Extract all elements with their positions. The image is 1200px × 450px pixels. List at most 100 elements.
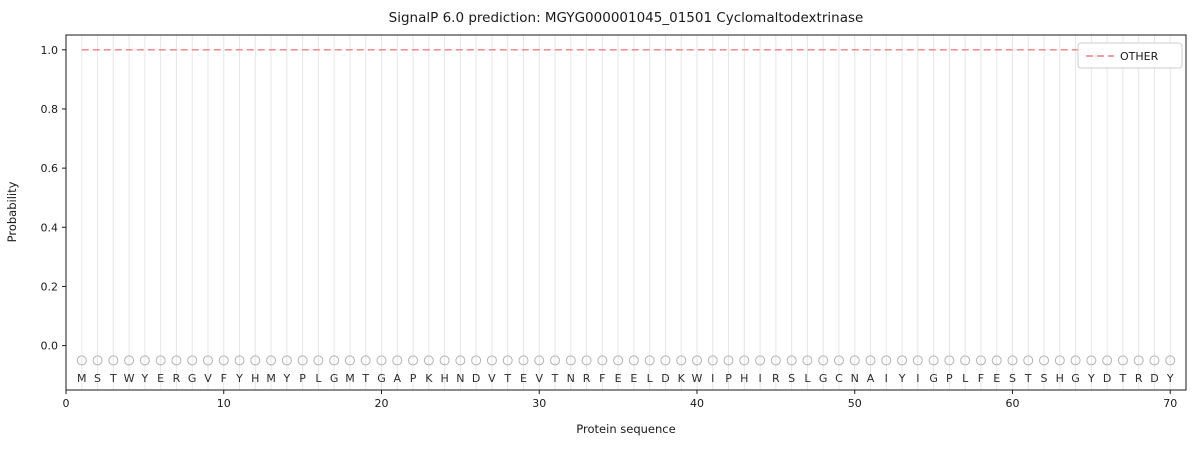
residue-marker-circle — [218, 355, 229, 366]
sequence-letter: R — [772, 372, 780, 385]
sequence-letter: T — [551, 372, 559, 385]
sequence-letter: G — [188, 372, 197, 385]
sequence-letter: H — [440, 372, 448, 385]
sequence-letter: S — [1009, 372, 1016, 385]
sequence-letter: G — [330, 372, 339, 385]
sequence-letter: S — [788, 372, 795, 385]
residue-marker-circle — [818, 355, 829, 366]
residue-marker-circle — [676, 355, 687, 366]
sequence-letter: E — [993, 372, 1000, 385]
residue-marker-circle — [897, 355, 908, 366]
x-tick-label: 20 — [374, 397, 388, 410]
residue-marker-circle — [975, 355, 986, 366]
residue-marker-circle — [770, 355, 781, 366]
residue-marker-circle — [1070, 355, 1081, 366]
gridlines-layer — [81, 35, 1171, 390]
residue-marker-circle — [534, 355, 545, 366]
residue-marker-circle — [644, 355, 655, 366]
residue-marker-circle — [849, 355, 860, 366]
residue-marker-circle — [628, 355, 639, 366]
sequence-letter: F — [599, 372, 605, 385]
sequence-letter: T — [109, 372, 117, 385]
residue-marker-circle — [597, 355, 608, 366]
sequence-letter: H — [740, 372, 748, 385]
residue-marker-circle — [171, 355, 182, 366]
sequence-letter: E — [615, 372, 622, 385]
residue-marker-circle — [723, 355, 734, 366]
residue-marker-circle — [360, 355, 371, 366]
sequence-letter: L — [315, 372, 322, 385]
residue-marker-circle — [92, 355, 103, 366]
residue-marker-circle — [912, 355, 923, 366]
residue-marker-circle — [455, 355, 466, 366]
sequence-letter: Y — [1166, 372, 1174, 385]
residue-marker-circle — [329, 355, 340, 366]
sequence-letter: W — [692, 372, 703, 385]
sequence-letter: M — [77, 372, 87, 385]
sequence-letter: M — [345, 372, 355, 385]
sequence-letter: P — [946, 372, 953, 385]
sequence-letter: P — [410, 372, 417, 385]
legend-entry-label: OTHER — [1120, 50, 1159, 63]
sequence-letter: Y — [1087, 372, 1095, 385]
legend-box — [1077, 42, 1183, 69]
residue-marker-circle — [1086, 355, 1097, 366]
residue-marker-circle — [1023, 355, 1034, 366]
sequence-letter: K — [678, 372, 686, 385]
axes-layer: 0 10 20 30 40 50 60 70 0.0 0.2 0.4 0.6 0.8 1.0 — [41, 34, 1187, 410]
residue-marker-circle — [660, 355, 671, 366]
residue-marker-circle — [1133, 355, 1144, 366]
y-tick-label: 0.0 — [41, 340, 59, 353]
residue-marker-circle — [423, 355, 434, 366]
sequence-letter: Y — [141, 372, 149, 385]
sequence-letter: D — [661, 372, 669, 385]
residue-marker-circle — [408, 355, 419, 366]
residue-marker-circle — [881, 355, 892, 366]
y-axis-label: Probability — [5, 181, 19, 242]
residue-marker-circle — [344, 355, 355, 366]
residue-marker-circle — [124, 355, 135, 366]
sequence-letter: G — [819, 372, 828, 385]
residue-marker-circle — [1165, 355, 1176, 366]
y-tick-label: 0.2 — [41, 280, 59, 293]
sequence-letter: A — [394, 372, 402, 385]
sequence-letter: G — [1071, 372, 1080, 385]
residue-marker-circle — [1007, 355, 1018, 366]
sequence-letter: F — [978, 372, 984, 385]
residue-marker-circle — [313, 355, 324, 366]
residue-marker-circle — [518, 355, 529, 366]
sequence-letter: N — [851, 372, 859, 385]
sequence-letter: C — [835, 372, 843, 385]
sequence-letter: R — [1135, 372, 1143, 385]
residue-marker-circle — [786, 355, 797, 366]
sequence-letter: V — [204, 372, 212, 385]
sequence-letter: I — [758, 372, 761, 385]
residue-marker-circle — [1039, 355, 1050, 366]
sequence-letter: S — [94, 372, 101, 385]
sequence-letter: R — [173, 372, 181, 385]
residue-marker-circle — [266, 355, 277, 366]
sequence-letter: T — [1024, 372, 1032, 385]
x-tick-label: 0 — [63, 397, 70, 410]
sequence-letter: I — [711, 372, 714, 385]
sequence-letter: T — [1119, 372, 1127, 385]
sequence-letter: E — [157, 372, 164, 385]
residue-marker-circle — [833, 355, 844, 366]
residue-marker-circle — [565, 355, 576, 366]
sequence-letter: S — [1041, 372, 1048, 385]
sequence-letter: T — [503, 372, 511, 385]
axes-spines — [65, 34, 1187, 391]
sequence-letter: L — [804, 372, 811, 385]
residue-marker-circle — [392, 355, 403, 366]
chart-title: SignalP 6.0 prediction: MGYG000001045_01… — [389, 10, 864, 26]
sequence-letter: V — [488, 372, 496, 385]
residue-marker-circle — [550, 355, 561, 366]
sequence-letter: R — [583, 372, 591, 385]
sequence-letter: G — [929, 372, 938, 385]
sequence-letter: Y — [282, 372, 290, 385]
residue-marker-circle — [739, 355, 750, 366]
y-tick-label: 0.8 — [41, 103, 59, 116]
residue-marker-circle — [439, 355, 450, 366]
